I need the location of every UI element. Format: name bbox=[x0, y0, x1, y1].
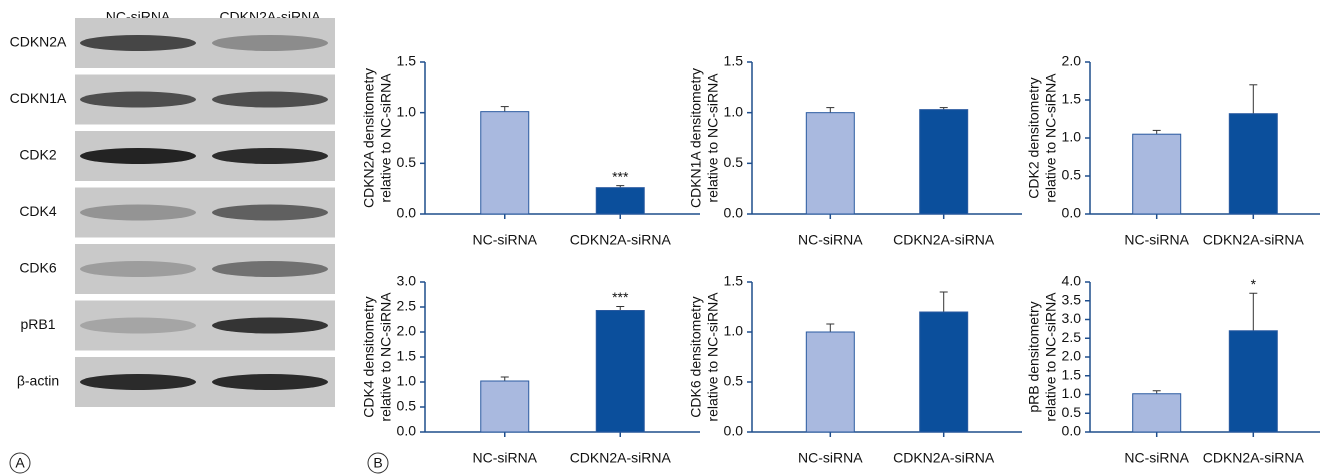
y-tick-label: 4.0 bbox=[1062, 273, 1082, 289]
y-tick-label: 1.0 bbox=[1062, 385, 1082, 401]
bar bbox=[1229, 331, 1277, 432]
y-tick-label: 0.5 bbox=[724, 154, 744, 170]
x-tick-label: NC-siRNA bbox=[1124, 232, 1189, 248]
y-tick-label: 1.5 bbox=[397, 53, 417, 69]
blot-row-label: CDK2 bbox=[19, 147, 57, 163]
y-axis-label: CDKN2A densitometry bbox=[361, 68, 377, 208]
y-tick-label: 2.0 bbox=[1062, 348, 1082, 364]
bar bbox=[596, 311, 644, 433]
blot-row-label: pRB1 bbox=[20, 316, 55, 332]
y-axis-label: CDK2 densitometry bbox=[1026, 77, 1042, 198]
y-tick-label: 0.5 bbox=[1062, 404, 1082, 420]
y-tick-label: 1.5 bbox=[397, 348, 417, 364]
blot-row-label: CDK4 bbox=[19, 203, 57, 219]
x-tick-label: CDKN2A-siRNA bbox=[893, 232, 995, 248]
y-tick-label: 2.0 bbox=[397, 323, 417, 339]
y-tick-label: 2.5 bbox=[1062, 329, 1082, 345]
y-tick-label: 3.0 bbox=[397, 273, 417, 289]
blot-band bbox=[80, 148, 196, 164]
y-axis-label: relative to NC-siRNA bbox=[1043, 73, 1059, 203]
y-tick-label: 1.5 bbox=[1062, 91, 1082, 107]
y-tick-label: 2.5 bbox=[397, 298, 417, 314]
blot-band bbox=[212, 35, 328, 51]
bar bbox=[806, 332, 854, 432]
x-tick-label: NC-siRNA bbox=[472, 450, 537, 466]
bar bbox=[1229, 114, 1277, 214]
y-tick-label: 0.5 bbox=[397, 154, 417, 170]
y-tick-label: 3.5 bbox=[1062, 291, 1082, 307]
y-tick-label: 0.0 bbox=[724, 423, 744, 439]
bar bbox=[920, 110, 968, 214]
bar bbox=[806, 113, 854, 214]
y-tick-label: 0.0 bbox=[1062, 205, 1082, 221]
y-tick-label: 0.0 bbox=[397, 205, 417, 221]
bar bbox=[1133, 394, 1181, 432]
significance: *** bbox=[612, 168, 629, 184]
x-tick-label: NC-siRNA bbox=[798, 232, 863, 248]
bar bbox=[481, 381, 529, 432]
panel-label: B bbox=[373, 455, 382, 471]
y-tick-label: 3.0 bbox=[1062, 310, 1082, 326]
y-tick-label: 0.0 bbox=[724, 205, 744, 221]
blot-band bbox=[212, 92, 328, 108]
y-axis-label: relative to NC-siRNA bbox=[1043, 292, 1059, 422]
x-tick-label: CDKN2A-siRNA bbox=[570, 232, 672, 248]
x-tick-label: NC-siRNA bbox=[472, 232, 537, 248]
y-tick-label: 2.0 bbox=[1062, 53, 1082, 69]
blot-row-label: CDKN2A bbox=[10, 34, 67, 50]
figure: A B NC-siRNA CDKN2A-siRNA CDKN2A CDKN1A CD… bbox=[0, 0, 1328, 475]
y-axis-label: relative to NC-siRNA bbox=[705, 73, 721, 203]
y-tick-label: 0.0 bbox=[397, 423, 417, 439]
significance: * bbox=[1251, 276, 1257, 292]
blot-band bbox=[212, 318, 328, 334]
blot-band bbox=[212, 261, 328, 277]
x-tick-label: NC-siRNA bbox=[1124, 450, 1189, 466]
blot-band bbox=[80, 92, 196, 108]
x-tick-label: CDKN2A-siRNA bbox=[1203, 450, 1305, 466]
y-axis-label: pRB densitometry bbox=[1026, 301, 1042, 412]
y-axis-label: relative to NC-siRNA bbox=[378, 292, 394, 422]
y-tick-label: 0.5 bbox=[1062, 167, 1082, 183]
y-tick-label: 1.5 bbox=[724, 273, 744, 289]
y-tick-label: 1.0 bbox=[397, 373, 417, 389]
y-axis-label: CDKN1A densitometry bbox=[688, 68, 704, 208]
y-tick-label: 1.0 bbox=[724, 323, 744, 339]
blot-band bbox=[80, 205, 196, 221]
y-tick-label: 0.5 bbox=[724, 373, 744, 389]
x-tick-label: CDKN2A-siRNA bbox=[893, 450, 995, 466]
x-tick-label: NC-siRNA bbox=[798, 450, 863, 466]
blot-band bbox=[80, 374, 196, 390]
y-tick-label: 1.0 bbox=[1062, 129, 1082, 145]
panel-label: A bbox=[15, 455, 25, 471]
significance: *** bbox=[612, 289, 629, 305]
y-tick-label: 0.0 bbox=[1062, 423, 1082, 439]
x-tick-label: CDKN2A-siRNA bbox=[570, 450, 672, 466]
blot-band bbox=[80, 261, 196, 277]
blot-row-label: CDK6 bbox=[19, 260, 57, 276]
blot-band bbox=[212, 148, 328, 164]
bar bbox=[1133, 134, 1181, 214]
blot-band bbox=[80, 35, 196, 51]
bar bbox=[481, 112, 529, 214]
y-axis-label: relative to NC-siRNA bbox=[378, 73, 394, 203]
bar bbox=[596, 188, 644, 214]
y-tick-label: 0.5 bbox=[397, 398, 417, 414]
blot-row-label: β-actin bbox=[17, 373, 59, 389]
blot-band bbox=[212, 374, 328, 390]
y-tick-label: 1.0 bbox=[397, 103, 417, 119]
y-axis-label: CDK6 densitometry bbox=[688, 296, 704, 417]
page: A B NC-siRNA CDKN2A-siRNA CDKN2A CDKN1A CD… bbox=[0, 0, 1328, 475]
bar bbox=[920, 312, 968, 432]
blot-row-label: CDKN1A bbox=[10, 90, 67, 106]
blot-band bbox=[80, 318, 196, 334]
y-tick-label: 1.5 bbox=[1062, 366, 1082, 382]
y-tick-label: 1.0 bbox=[724, 103, 744, 119]
y-tick-label: 1.5 bbox=[724, 53, 744, 69]
blot-band bbox=[212, 205, 328, 221]
y-axis-label: CDK4 densitometry bbox=[361, 296, 377, 417]
y-axis-label: relative to NC-siRNA bbox=[705, 292, 721, 422]
x-tick-label: CDKN2A-siRNA bbox=[1203, 232, 1305, 248]
